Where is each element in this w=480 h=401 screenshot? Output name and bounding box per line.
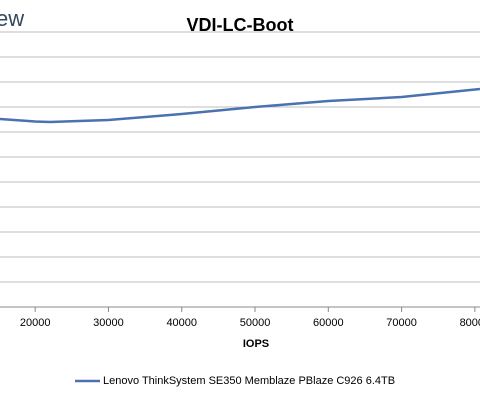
x-axis-label: IOPS: [243, 338, 269, 350]
chart-title: VDI-LC-Boot: [187, 15, 294, 35]
x-tick-label: 60000: [313, 317, 344, 329]
logo: ew: [0, 6, 24, 31]
x-tick-label: 20000: [20, 317, 51, 329]
data-line: [0, 87, 480, 124]
x-tick-label: 40000: [166, 317, 197, 329]
x-tick-label: 50000: [240, 317, 271, 329]
legend-label: Lenovo ThinkSystem SE350 Memblaze PBlaze…: [103, 375, 395, 387]
x-tick-label: 80000: [460, 317, 480, 329]
x-tick-label: 30000: [93, 317, 124, 329]
x-tick-label: 70000: [386, 317, 417, 329]
